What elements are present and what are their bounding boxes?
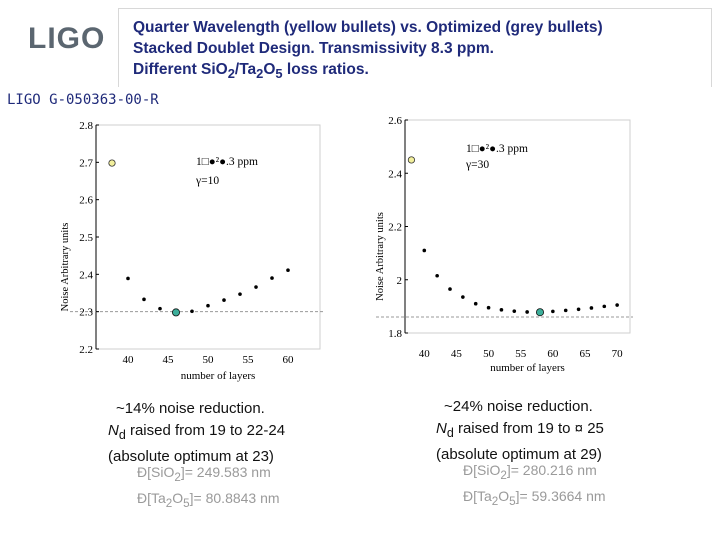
right-chart-x-axis-label: number of layers (490, 362, 565, 374)
title-line-2: Stacked Doublet Design. Transmissivity 8… (133, 40, 494, 57)
right-chart-point-optimized (448, 287, 452, 291)
left-bullet-ta2o5: Ð[Ta2O5]= 80.8843 nm (137, 489, 280, 510)
right-chart-x-tick-label: 50 (483, 348, 495, 360)
left-chart-point-optimized (158, 306, 162, 311)
slide-title: Quarter Wavelength (yellow bullets) vs. … (133, 17, 703, 84)
left-chart-x-axis-label: number of layers (181, 370, 256, 382)
left-bullet-sio2: Ð[SiO2]= 249.583 nm (137, 464, 271, 484)
ligo-logo: LIGO (28, 22, 106, 55)
right-chart-point-optimized (422, 248, 427, 253)
left-chart-note: ~14% noise reduction. Nd raised from 19 … (108, 398, 285, 468)
left-thickness-list: Ð[SiO2]= 249.583 nm Ð[Ta2O5]= 80.8843 nm (137, 462, 280, 514)
left-note-line-2: Nd raised from 19 to 22-24 (108, 422, 286, 442)
right-chart-point-optimized (435, 273, 439, 278)
right-chart-point-optimized (486, 305, 491, 310)
right-chart-y-tick-label: 1.8 (388, 328, 402, 340)
right-note-line-1: ~24% noise reduction. (444, 398, 593, 415)
right-chart-point-optimized (615, 303, 619, 307)
right-chart-x-tick-label: 70 (612, 348, 624, 360)
right-chart-point-optimized (499, 308, 504, 312)
right-chart-x-tick-label: 40 (419, 348, 431, 360)
right-chart-point-quarter-wavelength (407, 156, 416, 164)
left-chart-x-tick-label: 55 (243, 354, 255, 366)
left-chart-y-tick-label: 2.4 (79, 269, 93, 281)
left-chart-y-axis-label: Noise Arbitrary units (60, 223, 71, 312)
left-chart-y-tick-label: 2.2 (79, 344, 93, 356)
right-thickness-list: Ð[SiO2]= 280.216 nm Ð[Ta2O5]= 59.3664 nm (463, 460, 606, 512)
right-chart-point-optimized (551, 309, 555, 314)
right-chart-point-optimized (602, 304, 607, 309)
left-chart-point-optimized (270, 276, 274, 280)
right-chart-point-optimized (576, 307, 581, 312)
right-chart-point-optimized (473, 301, 478, 306)
right-chart-point-optimized (563, 308, 568, 313)
right-chart-point-optimized (525, 310, 529, 314)
right-chart-annotation-gamma: γ=30 (465, 159, 489, 171)
right-chart-point-optimum (536, 308, 545, 317)
right-chart-x-tick-label: 45 (451, 348, 463, 360)
left-chart-x-tick-label: 50 (203, 354, 215, 366)
document-id: LIGO G-050363-00-R (7, 92, 159, 108)
title-line-1: Quarter Wavelength (yellow bullets) vs. … (133, 19, 603, 36)
right-bullet-sio2: Ð[SiO2]= 280.216 nm (463, 462, 597, 482)
left-note-line-3: (absolute optimum at 23) (108, 448, 274, 465)
left-chart-annotation-gamma: γ=10 (195, 175, 219, 187)
right-chart-y-tick-label: 2 (397, 275, 403, 287)
title-line-3: Different SiO2/Ta2O5 loss ratios. (133, 61, 369, 82)
left-chart-point-optimized (254, 285, 258, 289)
left-chart-x-tick-label: 45 (163, 354, 175, 366)
right-chart-x-tick-label: 55 (515, 348, 527, 360)
left-chart-y-tick-label: 2.6 (79, 195, 93, 207)
right-chart-x-tick-label: 65 (580, 348, 592, 360)
left-chart-x-tick-label: 60 (283, 354, 295, 366)
left-chart-point-optimized (238, 292, 242, 296)
left-chart-y-tick-label: 2.5 (79, 232, 93, 244)
right-chart-y-axis-label: Noise Arbitrary units (375, 212, 386, 301)
left-chart-point-optimum (171, 308, 180, 317)
left-chart-point-optimized (222, 298, 226, 302)
left-chart-point-optimized (286, 268, 290, 273)
left-chart-point-optimized (142, 297, 146, 302)
right-chart-point-optimized (512, 309, 517, 313)
left-note-line-1: ~14% noise reduction. (116, 400, 265, 417)
left-chart-point-quarter-wavelength (108, 159, 116, 167)
right-chart-y-tick-label: 2.4 (388, 168, 402, 180)
left-chart-point-optimized (190, 309, 194, 314)
left-chart-y-tick-label: 2.8 (79, 120, 93, 132)
right-note-line-2: Nd raised from 19 to ¤ 25 (436, 420, 604, 440)
right-chart-point-optimized (589, 306, 594, 310)
right-bullet-ta2o5: Ð[Ta2O5]= 59.3664 nm (463, 487, 606, 508)
left-chart-point-optimized (206, 303, 210, 308)
right-note-line-3: (absolute optimum at 29) (436, 446, 602, 463)
right-chart-y-tick-label: 2.2 (388, 222, 402, 234)
header-box (118, 8, 712, 87)
left-chart-annotation-transmissivity: 1□●²●.3 ppm (196, 156, 258, 168)
left-chart-x-tick-label: 40 (123, 354, 135, 366)
right-chart-point-optimized (461, 295, 465, 299)
left-chart-y-tick-label: 2.7 (79, 157, 93, 169)
right-chart-x-tick-label: 60 (547, 348, 559, 360)
left-chart-y-tick-label: 2.3 (79, 307, 93, 319)
left-chart-point-optimized (126, 276, 130, 281)
right-chart-note: ~24% noise reduction. Nd raised from 19 … (436, 396, 604, 466)
right-chart-y-tick-label: 2.6 (388, 115, 402, 127)
right-chart-annotation-transmissivity: 1□●²●.3 ppm (466, 143, 528, 155)
